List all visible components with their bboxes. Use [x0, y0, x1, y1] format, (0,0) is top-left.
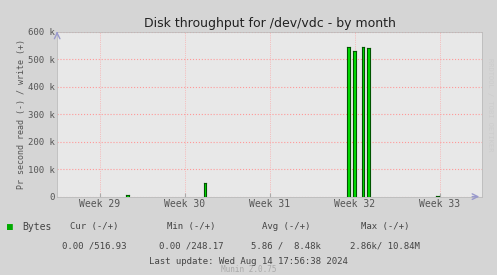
- Y-axis label: Pr second read (-) / write (+): Pr second read (-) / write (+): [17, 39, 26, 189]
- Text: Min (-/+): Min (-/+): [167, 222, 216, 231]
- Text: 5.86 /  8.48k: 5.86 / 8.48k: [251, 242, 321, 251]
- Text: RRDTOOL / TOBI OETIKER: RRDTOOL / TOBI OETIKER: [487, 58, 493, 151]
- Text: Avg (-/+): Avg (-/+): [261, 222, 310, 231]
- Text: Cur (-/+): Cur (-/+): [70, 222, 119, 231]
- Text: 0.00 /248.17: 0.00 /248.17: [159, 242, 224, 251]
- Text: Munin 2.0.75: Munin 2.0.75: [221, 265, 276, 274]
- Text: Bytes: Bytes: [22, 222, 52, 232]
- Text: Max (-/+): Max (-/+): [361, 222, 410, 231]
- Title: Disk throughput for /dev/vdc - by month: Disk throughput for /dev/vdc - by month: [144, 17, 396, 31]
- Text: 0.00 /516.93: 0.00 /516.93: [62, 242, 127, 251]
- Text: ■: ■: [7, 222, 13, 232]
- Text: 2.86k/ 10.84M: 2.86k/ 10.84M: [350, 242, 420, 251]
- Text: Last update: Wed Aug 14 17:56:38 2024: Last update: Wed Aug 14 17:56:38 2024: [149, 257, 348, 266]
